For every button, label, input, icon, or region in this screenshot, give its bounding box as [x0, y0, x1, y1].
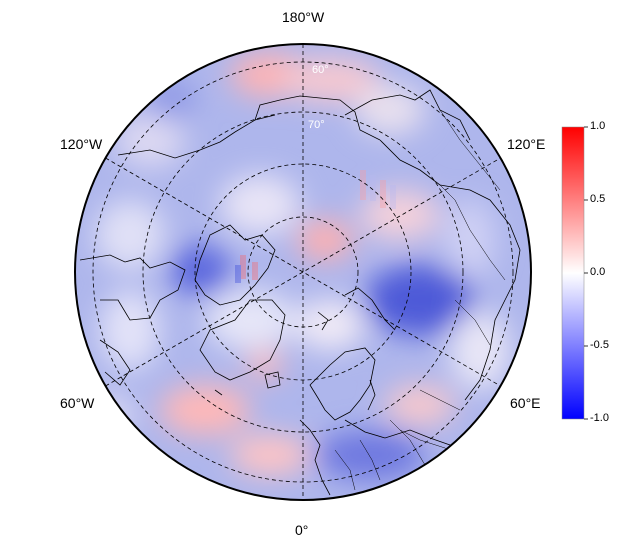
- lon-label-upper-right: 120°E: [507, 136, 546, 152]
- lat-label-70: 70°: [308, 119, 325, 131]
- lon-label-bottom: 0°: [295, 522, 309, 538]
- lon-label-upper-left: 120°W: [60, 136, 103, 152]
- pixel-texture: [235, 170, 396, 283]
- map-boundary: [74, 43, 532, 501]
- lat-label-60: 60°: [312, 64, 329, 76]
- lon-label-lower-left: 60°W: [60, 395, 95, 411]
- colorbar-tick-label: 1.0: [590, 120, 606, 132]
- colorbar-tick-label: -1.0: [590, 412, 609, 424]
- field-blobs: [85, 53, 510, 480]
- lon-label-top: 180°W: [282, 9, 325, 25]
- meridians: [105, 44, 501, 500]
- colorbar: [561, 126, 585, 420]
- lon-label-lower-right: 60°E: [510, 395, 541, 411]
- colorbar-tick-marks: [584, 126, 588, 420]
- colorbar-tick-label: 0.5: [590, 193, 606, 205]
- colorbar-tick-label: -0.5: [590, 339, 609, 351]
- colorbar-tick-label: 0.0: [590, 266, 606, 278]
